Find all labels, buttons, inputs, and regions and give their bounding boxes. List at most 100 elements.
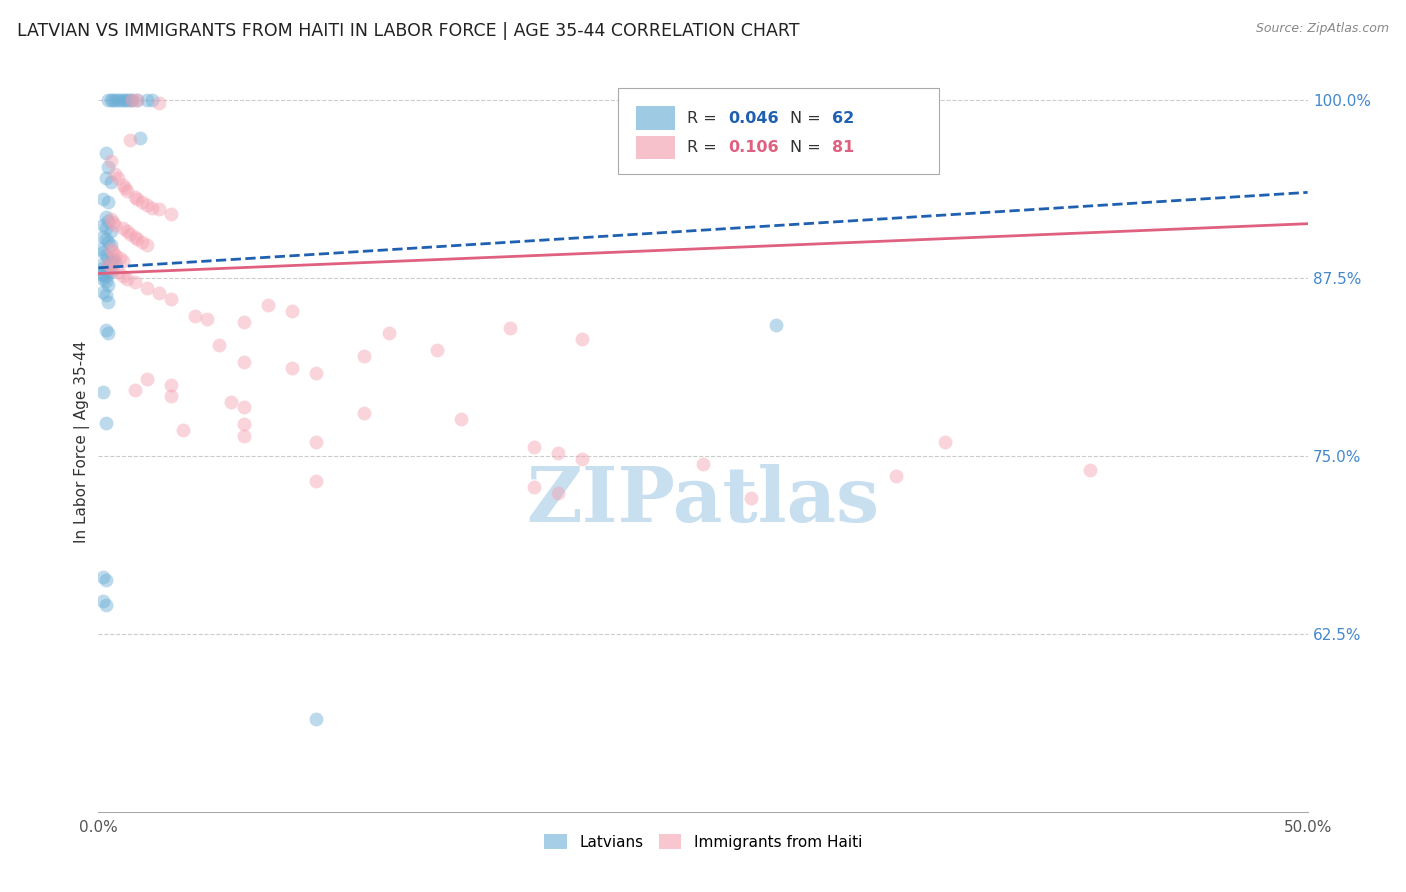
Point [135,372,157,386]
FancyBboxPatch shape [637,106,675,130]
Point [97,256,120,270]
Point [91,268,114,282]
Point [94,248,117,262]
Point [100,243,122,257]
Point [94,599,117,613]
Point [450,411,472,425]
Point [208,337,231,351]
Point [114,93,136,107]
Point [111,221,134,235]
Point [91,229,114,244]
Point [100,260,122,274]
Point [91,594,114,608]
Point [141,201,163,215]
Point [135,93,157,107]
Point [232,429,254,443]
Point [232,417,254,432]
Point [256,298,278,312]
Point [547,485,569,500]
Point [934,434,956,449]
Point [353,349,375,363]
Point [305,366,328,380]
Text: N =: N = [790,111,825,126]
FancyBboxPatch shape [637,136,675,160]
Legend: Latvians, Immigrants from Haiti: Latvians, Immigrants from Haiti [538,828,868,856]
Point [740,491,762,506]
Point [100,154,122,169]
Point [148,202,170,217]
Text: LATVIAN VS IMMIGRANTS FROM HAITI IN LABOR FORCE | AGE 35-44 CORRELATION CHART: LATVIAN VS IMMIGRANTS FROM HAITI IN LABO… [17,22,800,40]
Point [108,93,131,107]
Point [97,263,120,277]
Point [94,145,117,160]
Point [195,312,218,326]
Point [97,251,120,265]
Point [111,253,134,268]
Text: R =: R = [688,111,723,126]
Point [305,434,328,449]
Point [97,195,120,210]
Point [131,235,153,250]
Point [91,193,114,207]
Point [97,214,120,228]
Point [353,406,375,420]
Point [111,178,134,193]
Point [305,712,328,726]
Point [117,272,139,286]
Point [160,292,183,306]
Point [232,315,254,329]
Text: Source: ZipAtlas.com: Source: ZipAtlas.com [1256,22,1389,36]
Point [97,295,120,310]
Point [571,332,593,346]
Point [107,265,129,279]
Point [571,451,593,466]
Point [281,303,304,318]
Text: N =: N = [790,140,825,155]
Point [127,193,149,207]
Point [97,277,120,292]
Point [100,265,122,279]
Point [121,93,143,107]
Point [91,384,114,399]
Point [124,189,146,203]
Point [121,93,143,107]
Point [117,93,139,107]
Point [94,232,117,246]
Point [135,238,157,252]
Point [117,184,139,198]
Point [124,384,146,398]
Point [127,93,149,107]
Point [135,281,157,295]
Point [97,160,120,174]
Point [94,269,117,284]
Point [135,198,157,212]
Point [765,318,787,332]
Point [94,324,117,338]
Point [100,224,122,238]
Point [232,355,254,369]
Point [547,446,569,460]
Point [104,218,127,232]
Point [101,252,124,267]
FancyBboxPatch shape [619,88,939,174]
Point [91,245,114,260]
Point [886,468,908,483]
Text: R =: R = [688,140,723,155]
Point [94,210,117,224]
Point [90,258,112,272]
Point [91,260,114,275]
Point [104,93,127,107]
Text: ZIPatlas: ZIPatlas [526,464,880,538]
Point [91,570,114,584]
Point [184,310,207,324]
Point [692,458,714,472]
Point [101,215,124,229]
Point [1078,463,1101,477]
Point [124,275,146,289]
Point [107,93,129,107]
Point [100,176,122,190]
Point [94,274,117,288]
Point [104,248,127,262]
Point [97,235,120,250]
Point [100,93,122,107]
